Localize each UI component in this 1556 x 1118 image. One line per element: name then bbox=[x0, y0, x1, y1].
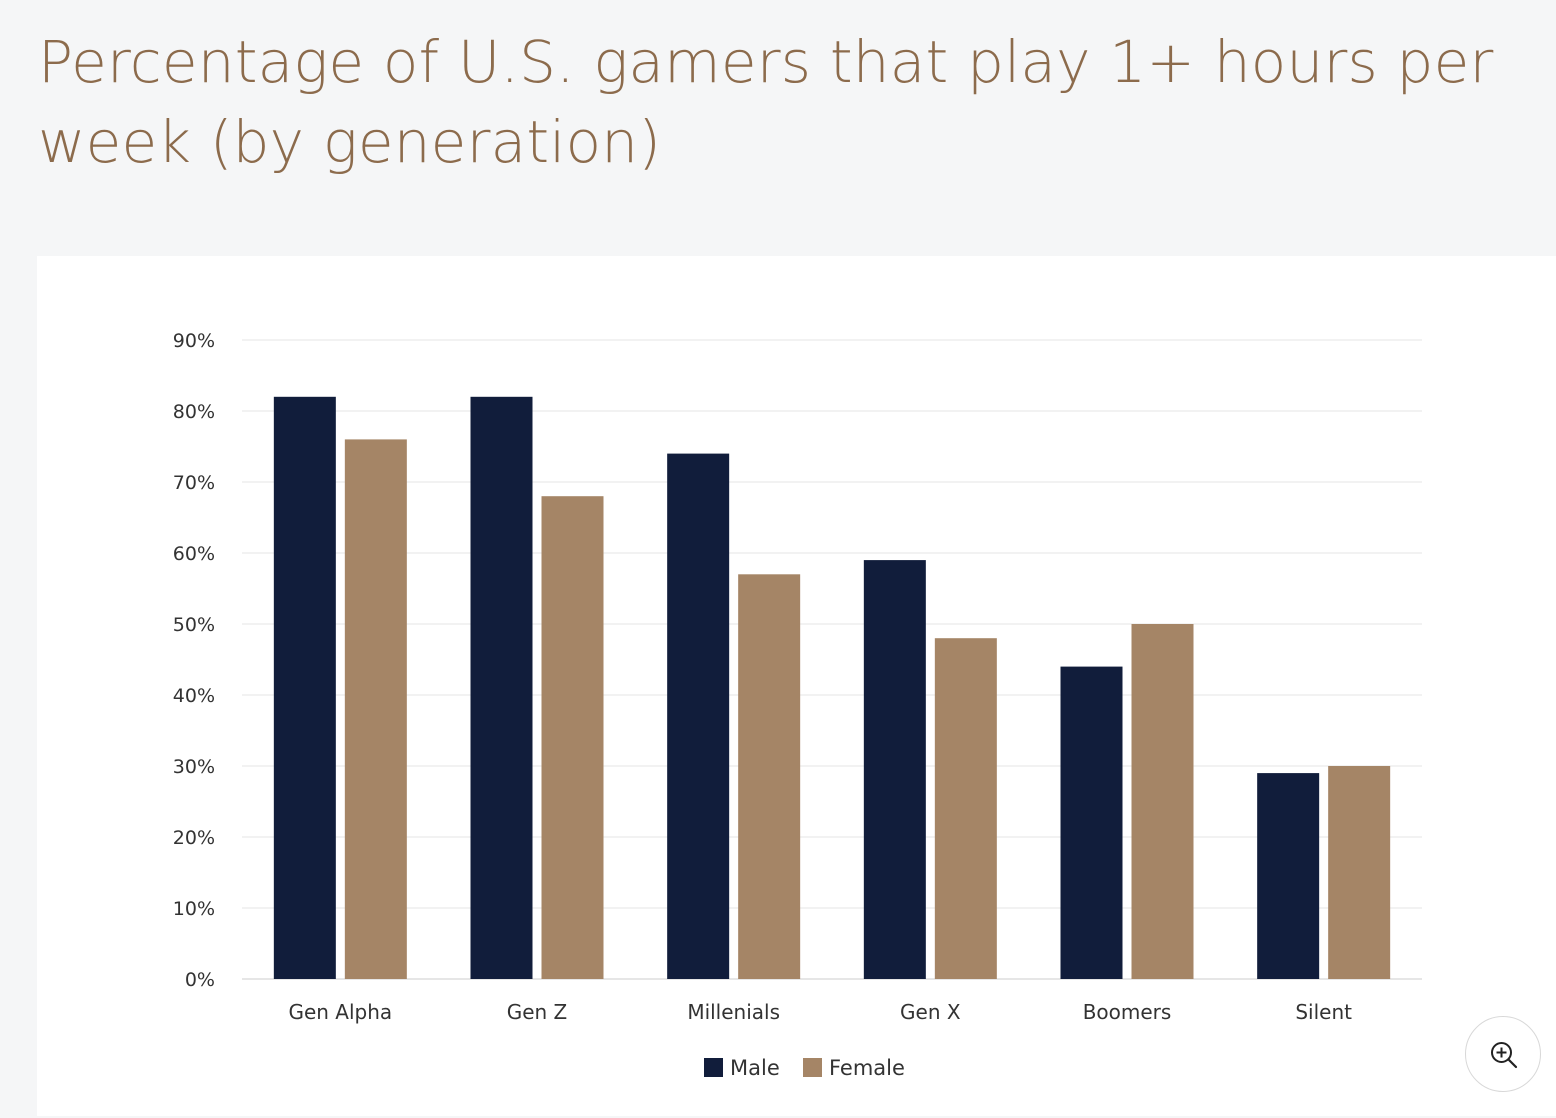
x-tick-label: Millenials bbox=[687, 1000, 780, 1024]
x-tick-label: Gen X bbox=[900, 1000, 961, 1024]
bar-female bbox=[541, 496, 604, 979]
bar-male bbox=[863, 560, 926, 979]
bar-male bbox=[667, 453, 730, 980]
y-tick-label: 50% bbox=[173, 614, 215, 636]
x-tick-label: Silent bbox=[1295, 1000, 1352, 1024]
y-tick-label: 40% bbox=[173, 685, 215, 707]
bar-male bbox=[1060, 666, 1123, 979]
y-tick-label: 80% bbox=[173, 401, 215, 423]
legend-swatch-male bbox=[704, 1058, 723, 1077]
y-tick-label: 90% bbox=[173, 330, 215, 352]
y-tick-label: 20% bbox=[173, 827, 215, 849]
bar-female bbox=[344, 439, 407, 979]
legend-swatch-female bbox=[803, 1058, 822, 1077]
bar-male bbox=[1257, 773, 1320, 979]
bar-female bbox=[1328, 766, 1391, 979]
y-tick-label: 10% bbox=[173, 898, 215, 920]
legend-label-male: Male bbox=[730, 1056, 780, 1080]
bar-male bbox=[273, 396, 336, 979]
x-tick-label: Boomers bbox=[1083, 1000, 1172, 1024]
y-tick-label: 0% bbox=[185, 969, 215, 991]
bar-female bbox=[738, 574, 801, 979]
page-title: Percentage of U.S. gamers that play 1+ h… bbox=[38, 28, 1494, 176]
x-tick-label: Gen Alpha bbox=[288, 1000, 392, 1024]
chart-card: 0% 10% 20% 30% 40% 50% 60% 70% 80% 90% Gen Alpha Ge… bbox=[37, 256, 1556, 1116]
y-tick-label: 70% bbox=[173, 472, 215, 494]
bar-female bbox=[934, 638, 997, 979]
zoom-button[interactable] bbox=[1465, 1016, 1541, 1092]
legend-label-female: Female bbox=[829, 1056, 905, 1080]
x-tick-label: Gen Z bbox=[507, 1000, 568, 1024]
bar-male bbox=[470, 396, 533, 979]
y-tick-label: 60% bbox=[173, 543, 215, 565]
bar-chart: 0% 10% 20% 30% 40% 50% 60% 70% 80% 90% Gen Alpha Ge… bbox=[173, 330, 1422, 1080]
zoom-in-icon bbox=[1491, 1042, 1518, 1069]
y-tick-label: 30% bbox=[173, 756, 215, 778]
bar-female bbox=[1131, 624, 1194, 979]
